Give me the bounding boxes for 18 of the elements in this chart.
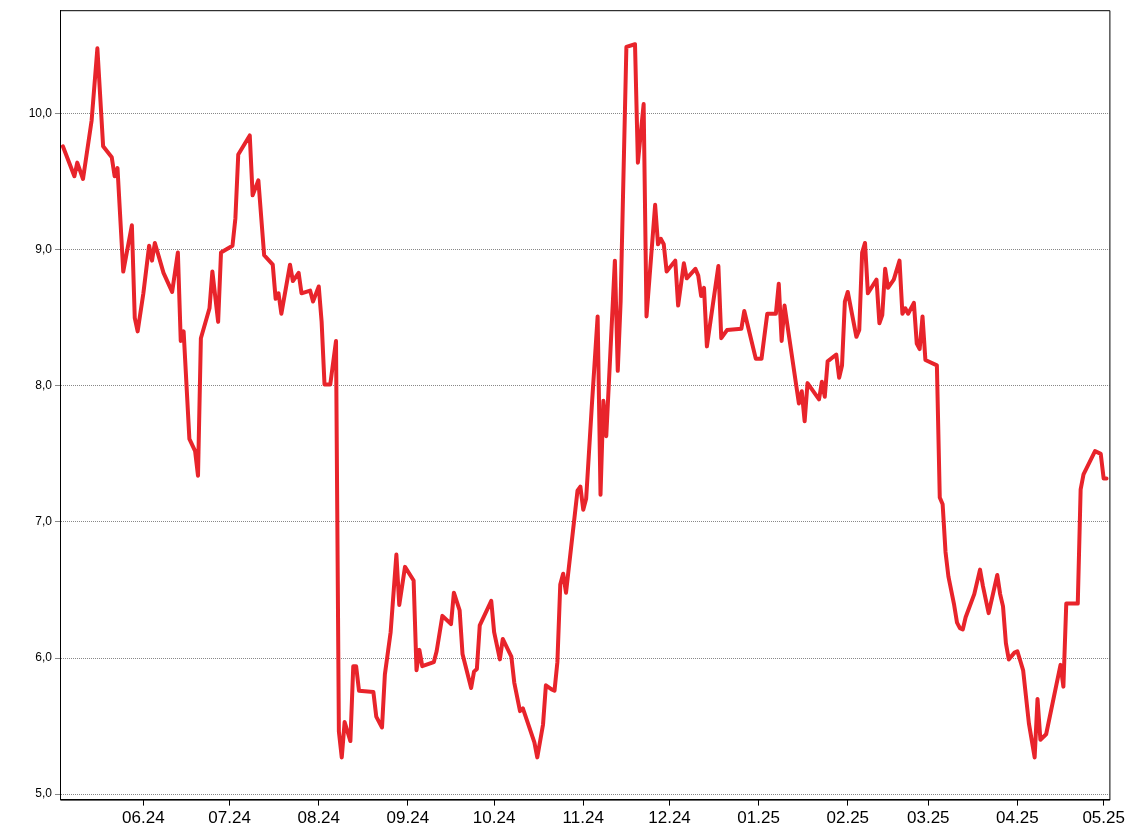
x-tick-label: 09.24 [386,808,430,828]
x-tick-label: 01.25 [737,808,780,828]
x-tick-label: 11.24 [562,808,604,828]
y-tick-label: 6,0 [35,650,53,665]
x-tick-label: 05.25 [1082,808,1125,828]
x-tick-label: 08.24 [297,808,341,828]
x-tick-label: 04.25 [996,808,1039,828]
y-tick-label: 8,0 [35,378,53,393]
x-tick-label: 02.25 [826,808,870,828]
x-tick-label: 03.25 [906,808,950,828]
x-tick-label: 12.24 [648,808,691,828]
y-tick-label: 5,0 [35,786,53,801]
x-tick-label: 10.24 [472,808,516,828]
x-tick-label: 06.24 [122,808,165,828]
y-tick-label: 10,0 [28,105,53,120]
y-tick-label: 7,0 [35,514,53,529]
y-tick-label: 9,0 [35,242,53,257]
x-tick-label: 07.24 [208,808,251,828]
